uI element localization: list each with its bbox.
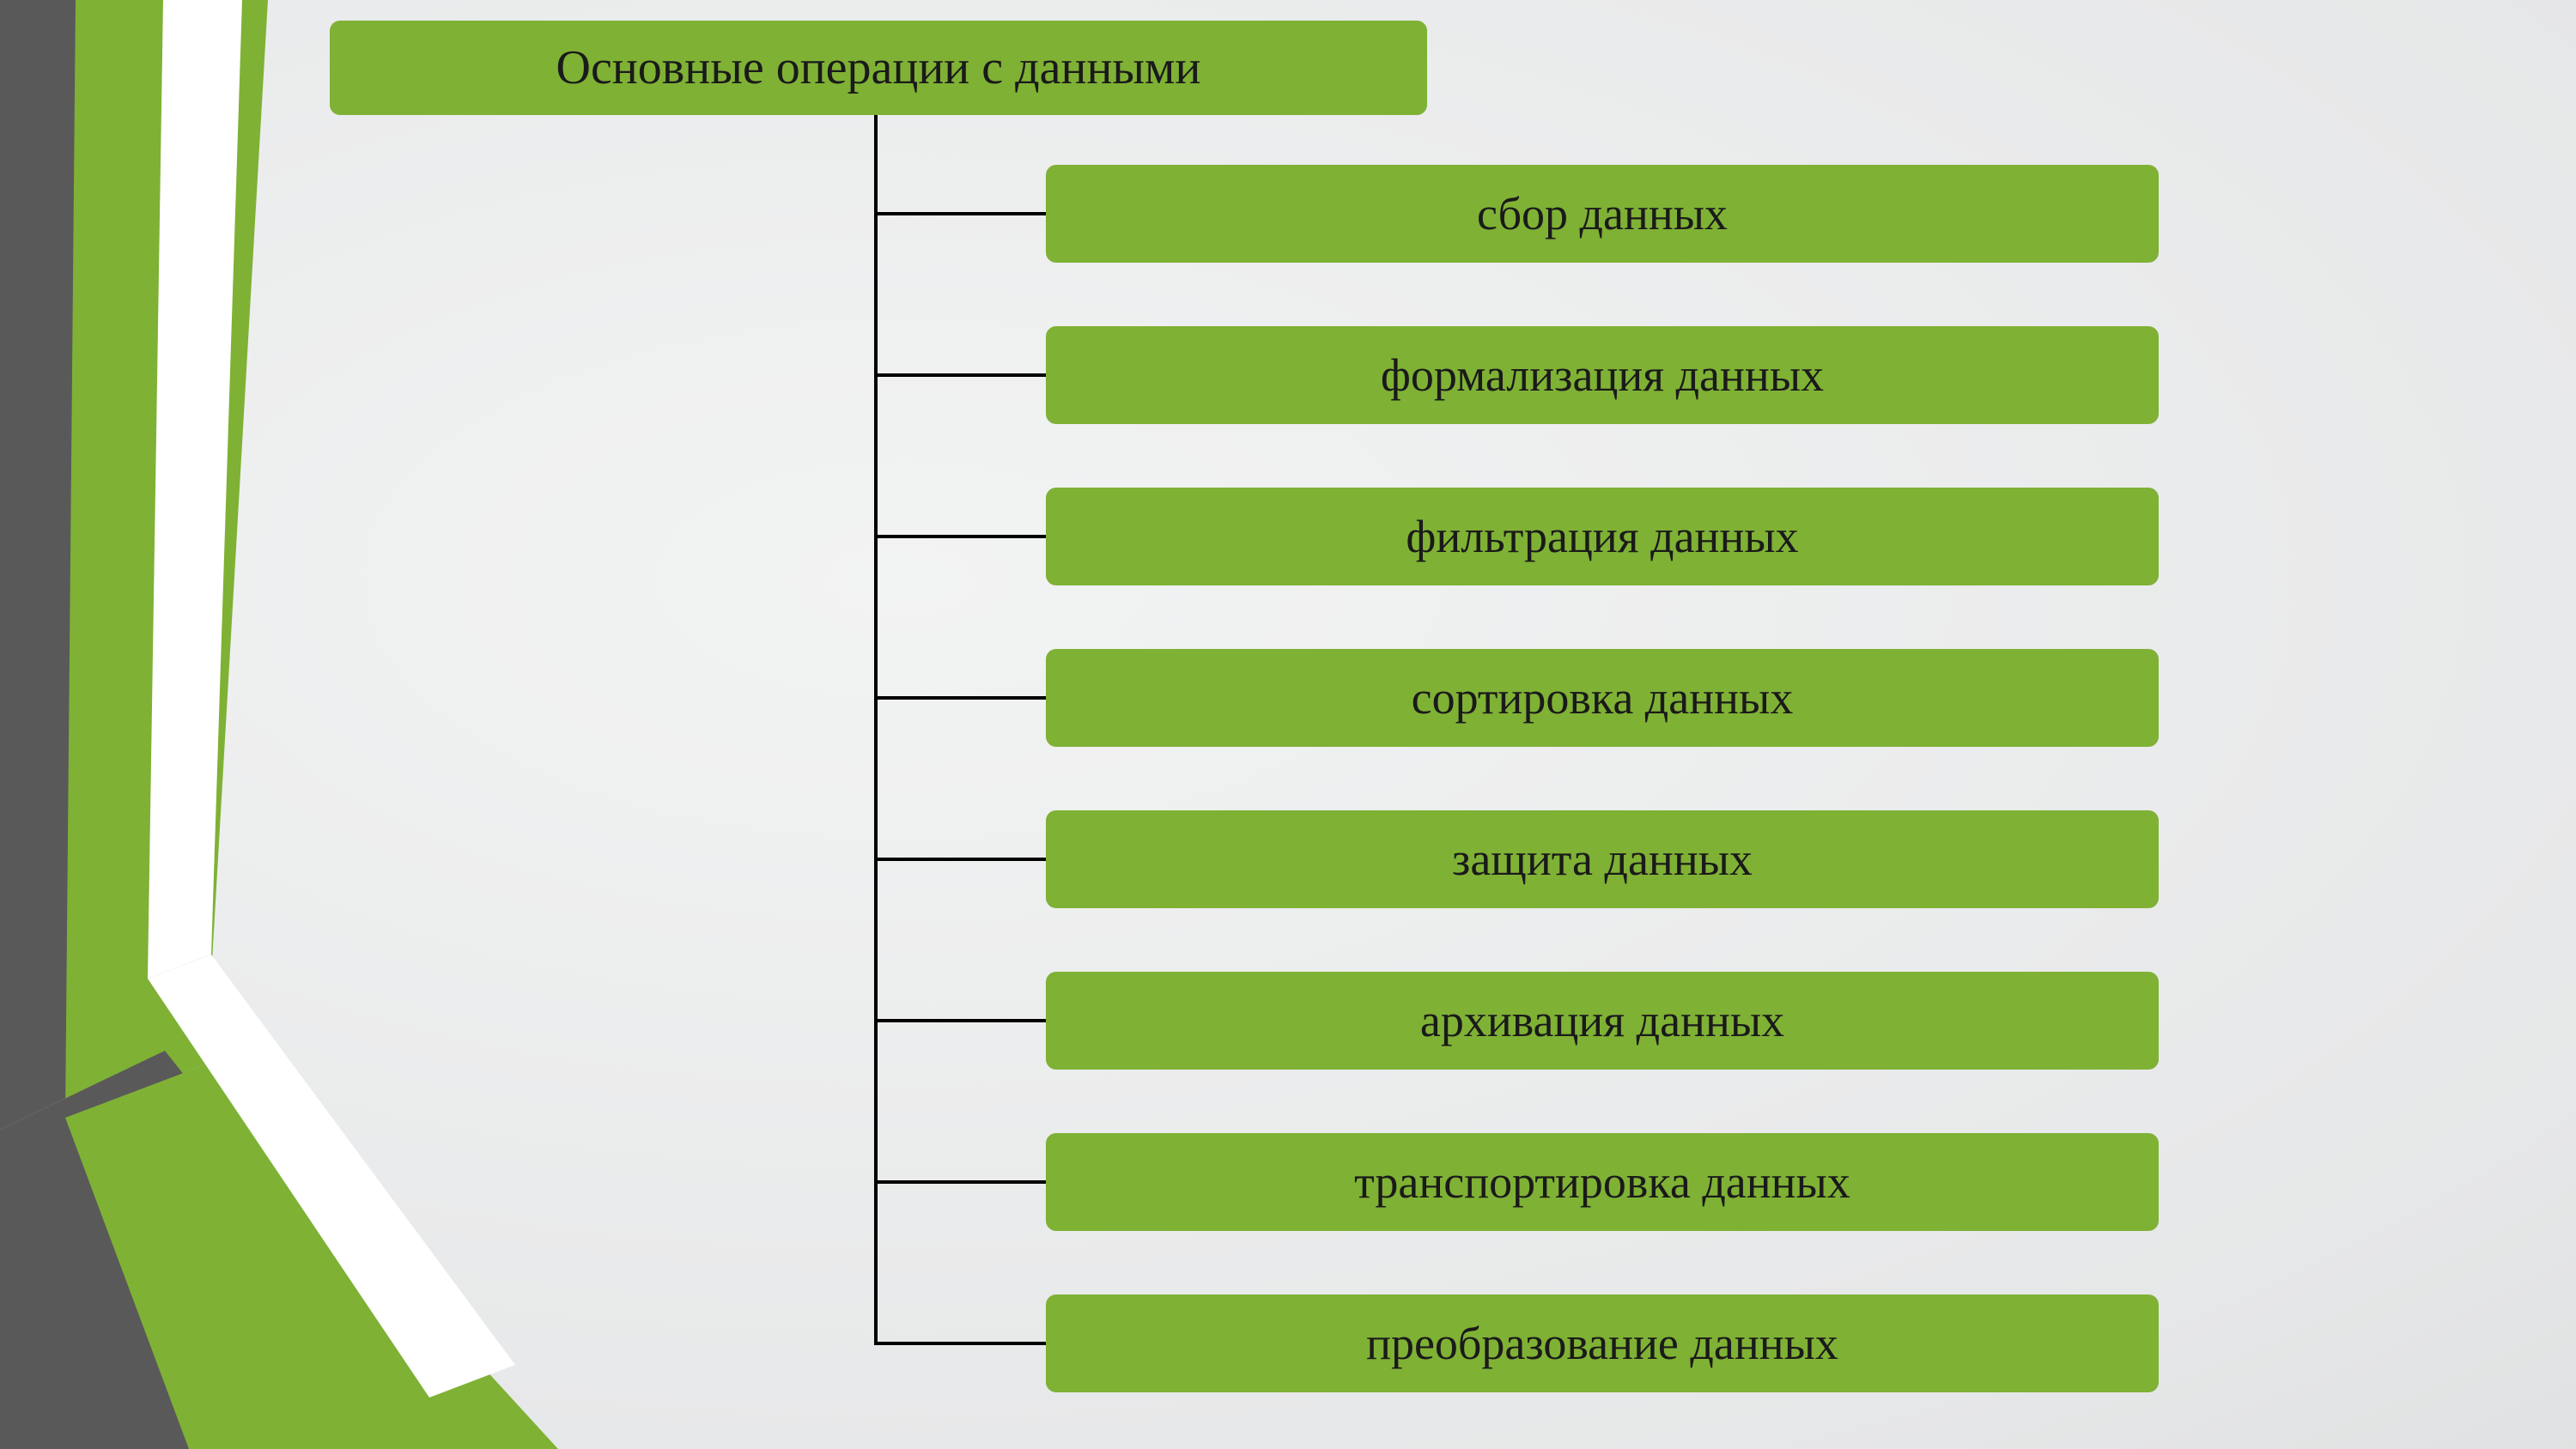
child-node-6: транспортировка данных bbox=[1046, 1133, 2159, 1231]
child-node-6-label: транспортировка данных bbox=[1354, 1155, 1850, 1209]
child-node-0-label: сбор данных bbox=[1477, 187, 1728, 240]
child-node-3: сортировка данных bbox=[1046, 649, 2159, 747]
root-node-label: Основные операции с данными bbox=[556, 40, 1201, 95]
child-node-5: архивация данных bbox=[1046, 972, 2159, 1070]
child-node-2-label: фильтрация данных bbox=[1406, 510, 1798, 563]
child-node-5-label: архивация данных bbox=[1420, 994, 1784, 1047]
child-node-2: фильтрация данных bbox=[1046, 488, 2159, 585]
child-node-7-label: преобразование данных bbox=[1366, 1317, 1838, 1370]
slide: Основные операции с данными сбор данных фо… bbox=[0, 0, 2576, 1449]
child-node-4: защита данных bbox=[1046, 810, 2159, 908]
child-node-7: преобразование данных bbox=[1046, 1294, 2159, 1392]
child-node-3-label: сортировка данных bbox=[1412, 671, 1794, 724]
root-node: Основные операции с данными bbox=[330, 21, 1427, 115]
child-node-4-label: защита данных bbox=[1452, 833, 1753, 886]
child-node-0: сбор данных bbox=[1046, 165, 2159, 263]
child-node-1: формализация данных bbox=[1046, 326, 2159, 424]
child-node-1-label: формализация данных bbox=[1381, 349, 1824, 402]
